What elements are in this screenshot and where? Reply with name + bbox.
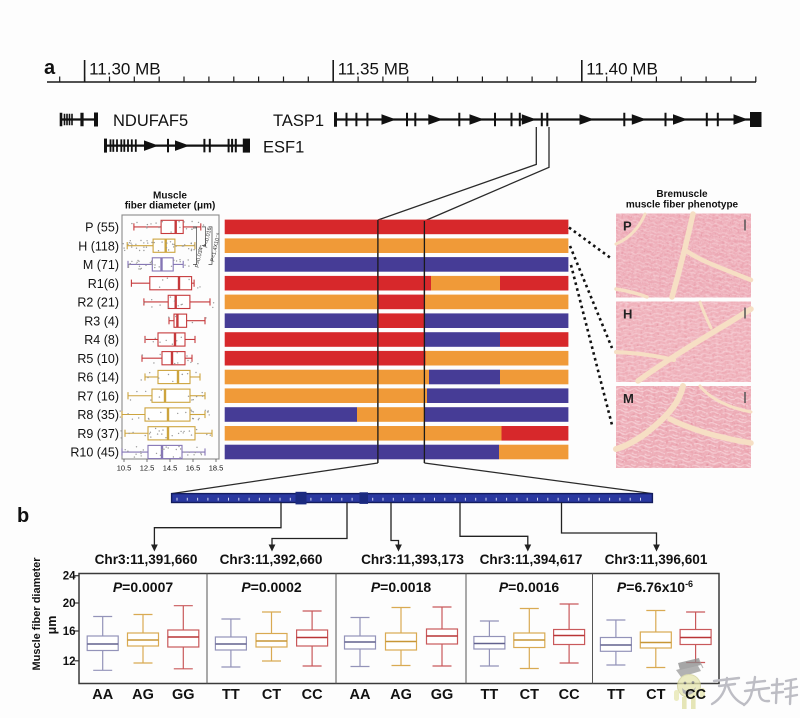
- svg-text:R1(6): R1(6): [88, 277, 119, 291]
- svg-text:GG: GG: [431, 687, 454, 703]
- svg-text:12.5: 12.5: [140, 464, 155, 473]
- svg-text:R7 (16): R7 (16): [77, 389, 119, 403]
- svg-text:R4 (8): R4 (8): [84, 333, 119, 347]
- svg-text:18.5: 18.5: [209, 464, 224, 473]
- svg-text:12: 12: [63, 656, 76, 668]
- svg-text:P (55): P (55): [85, 221, 119, 235]
- svg-text:P=0.0002: P=0.0002: [241, 579, 302, 595]
- svg-text:10.5: 10.5: [117, 464, 132, 473]
- svg-text:TT: TT: [607, 687, 625, 703]
- svg-text:CT: CT: [520, 687, 539, 703]
- svg-text:b: b: [17, 505, 29, 527]
- svg-text:R9 (37): R9 (37): [77, 427, 119, 441]
- svg-text:P=6.76x10-6: P=6.76x10-6: [617, 579, 693, 595]
- svg-text:Chr3:11,396,601: Chr3:11,396,601: [605, 552, 708, 567]
- svg-text:16.5: 16.5: [186, 464, 201, 473]
- svg-text:P=0.016: P=0.016: [203, 227, 213, 248]
- svg-text:GG: GG: [172, 687, 195, 703]
- svg-text:muscle fiber phenotype: muscle fiber phenotype: [626, 200, 739, 211]
- svg-text:CC: CC: [685, 687, 706, 703]
- svg-text:P=0.0007: P=0.0007: [113, 579, 174, 595]
- svg-text:R2 (21): R2 (21): [77, 296, 119, 310]
- svg-text:14.5: 14.5: [163, 464, 178, 473]
- svg-text:M: M: [623, 391, 634, 406]
- svg-text:R8 (35): R8 (35): [77, 408, 119, 422]
- svg-text:P=0.034: P=0.034: [195, 247, 205, 268]
- svg-text:Muscle fiber diameter: Muscle fiber diameter: [31, 557, 43, 671]
- svg-text:NDUFAF5: NDUFAF5: [113, 112, 188, 130]
- svg-text:CC: CC: [302, 687, 323, 703]
- svg-text:Chr3:11,391,660: Chr3:11,391,660: [95, 552, 198, 567]
- svg-text:AG: AG: [390, 687, 412, 703]
- svg-text:AA: AA: [350, 687, 371, 703]
- svg-text:Muscle: Muscle: [153, 191, 187, 202]
- svg-text:H: H: [623, 307, 632, 322]
- svg-text:AA: AA: [92, 687, 113, 703]
- svg-text:P=0.0018: P=0.0018: [371, 579, 432, 595]
- svg-text:fiber diameter (μm): fiber diameter (μm): [125, 201, 216, 212]
- svg-text:20: 20: [63, 598, 76, 610]
- svg-text:11.40 MB: 11.40 MB: [586, 60, 658, 79]
- svg-text:Chr3:11,394,617: Chr3:11,394,617: [480, 552, 583, 567]
- svg-text:μm: μm: [45, 616, 59, 635]
- svg-text:TASP1: TASP1: [273, 112, 324, 130]
- svg-text:a: a: [44, 57, 56, 79]
- svg-text:R10 (45): R10 (45): [70, 446, 119, 460]
- svg-text:P=0.0016: P=0.0016: [499, 579, 560, 595]
- svg-text:R5 (10): R5 (10): [77, 352, 119, 366]
- svg-text:CC: CC: [559, 687, 580, 703]
- svg-text:H (118): H (118): [78, 239, 119, 253]
- svg-text:AG: AG: [132, 687, 154, 703]
- svg-text:16: 16: [63, 626, 76, 638]
- svg-text:Bremuscle: Bremuscle: [656, 189, 708, 200]
- svg-text:R6 (14): R6 (14): [77, 371, 119, 385]
- svg-text:11.35 MB: 11.35 MB: [338, 60, 410, 79]
- svg-text:CT: CT: [262, 687, 281, 703]
- svg-text:TT: TT: [481, 687, 499, 703]
- svg-text:P: P: [623, 219, 632, 234]
- svg-text:M (71): M (71): [83, 258, 119, 272]
- svg-text:24: 24: [63, 571, 76, 583]
- svg-text:TT: TT: [222, 687, 240, 703]
- svg-text:Chr3:11,393,173: Chr3:11,393,173: [361, 552, 464, 567]
- svg-text:Chr3:11,392,660: Chr3:11,392,660: [220, 552, 323, 567]
- svg-text:R3 (4): R3 (4): [84, 314, 119, 328]
- svg-text:CT: CT: [646, 687, 665, 703]
- svg-text:ESF1: ESF1: [263, 139, 304, 157]
- svg-text:11.30 MB: 11.30 MB: [89, 60, 161, 79]
